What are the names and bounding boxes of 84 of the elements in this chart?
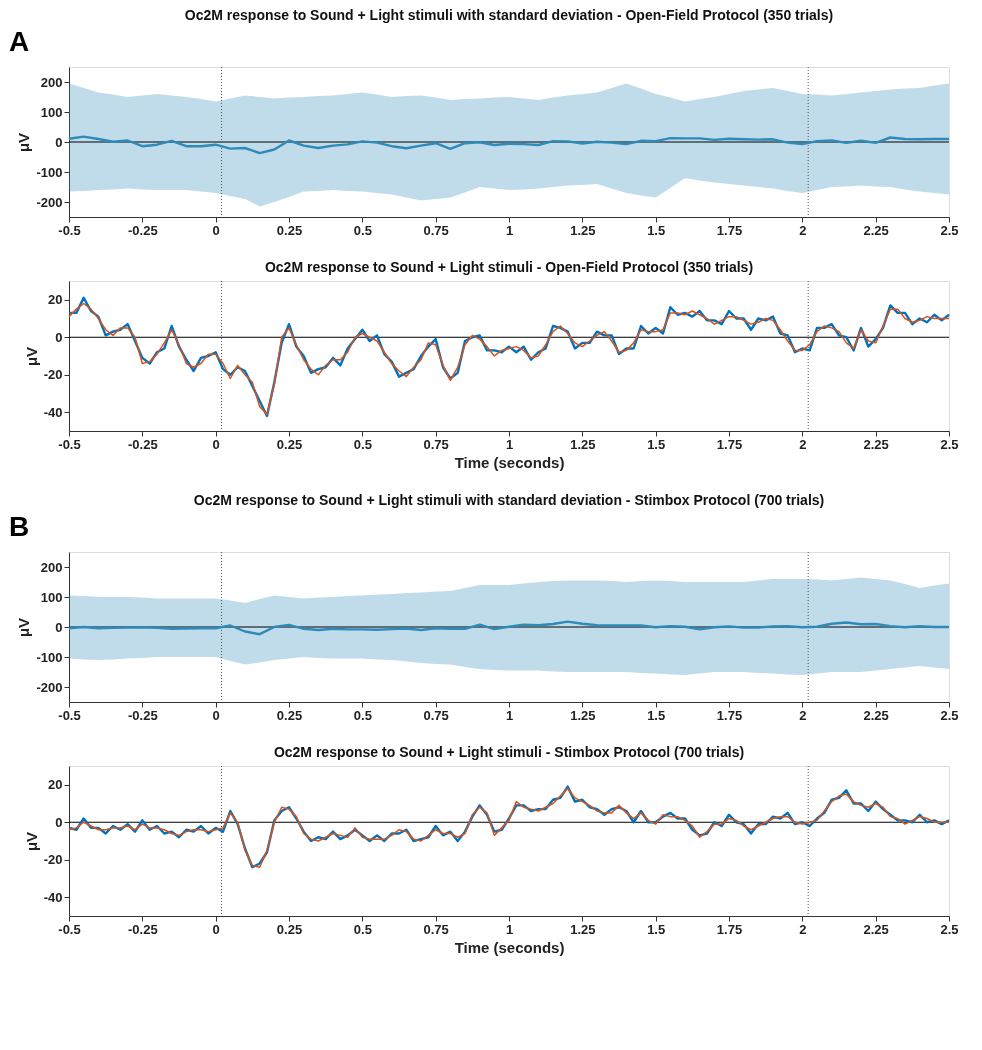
x-tick-label: 0.25 <box>276 707 303 723</box>
x-tick-label: -0.25 <box>128 921 158 937</box>
x-tick-label: 1 <box>505 707 514 723</box>
x-tick-label: 1.5 <box>647 436 666 452</box>
x-tick-label: 1.75 <box>716 921 743 937</box>
x-tick-label: 1 <box>505 436 514 452</box>
x-tick-label: 0 <box>212 436 220 452</box>
y-tick-label: 0 <box>55 619 63 635</box>
x-tick-label: 2.25 <box>863 436 889 452</box>
line-series <box>67 135 951 155</box>
x-tick-label: 1.75 <box>716 436 743 452</box>
y-tick-label: 0 <box>55 134 63 150</box>
y-axis-title: μV <box>22 346 40 367</box>
x-tick-label: 0.75 <box>423 436 449 452</box>
x-tick-label: -0.5 <box>58 707 81 723</box>
y-tick-label: -100 <box>36 164 63 180</box>
x-axis-title: Time (seconds) <box>454 938 565 956</box>
y-tick-label: 200 <box>40 74 63 90</box>
chart-title: Oc2M response to Sound + Light stimuli with standard deviation - Open-Field Protocol (350 trials) <box>184 7 834 23</box>
y-tick-label: -100 <box>36 649 63 665</box>
x-tick-label: -0.25 <box>128 436 158 452</box>
y-axis-title: μV <box>22 831 40 852</box>
x-tick-label: 1.75 <box>716 222 743 238</box>
x-tick-label: -0.5 <box>58 436 81 452</box>
x-tick-label: 1.5 <box>647 921 666 937</box>
x-tick-label: 2.5 <box>940 436 959 452</box>
y-tick-label: -200 <box>36 679 63 695</box>
x-tick-label: 2.5 <box>940 707 959 723</box>
x-tick-label: 0.75 <box>423 707 449 723</box>
x-tick-label: 2.5 <box>940 222 959 238</box>
y-tick-label: -20 <box>43 852 63 868</box>
x-tick-label: 0.25 <box>276 222 303 238</box>
y-tick-label: 0 <box>55 329 63 345</box>
x-tick-label: 0.5 <box>353 707 372 723</box>
x-tick-label: 2.25 <box>863 222 889 238</box>
y-tick-label: 200 <box>40 559 63 575</box>
x-tick-label: 0 <box>212 707 220 723</box>
text: A <box>9 26 30 57</box>
x-tick-label: -0.25 <box>128 222 158 238</box>
x-tick-label: 0 <box>212 222 220 238</box>
x-tick-label: 2 <box>799 436 807 452</box>
x-tick-label: -0.25 <box>128 707 158 723</box>
x-tick-label: 0.25 <box>276 921 303 937</box>
x-tick-label: 2.5 <box>940 921 959 937</box>
x-tick-label: 2 <box>799 921 807 937</box>
x-tick-label: 0.75 <box>423 222 449 238</box>
chart-title: Oc2M response to Sound + Light stimuli - Open-Field Protocol (350 trials) <box>264 258 754 275</box>
x-tick-label: -0.5 <box>58 222 81 238</box>
y-tick-label: -40 <box>43 404 63 420</box>
y-tick-label: -200 <box>36 194 63 210</box>
text: B <box>9 511 30 542</box>
y-tick-label: -40 <box>43 889 63 905</box>
y-tick-label: -20 <box>43 367 63 383</box>
x-tick-label: 0 <box>212 921 220 937</box>
x-tick-label: 1.5 <box>647 222 666 238</box>
x-tick-label: 2.25 <box>863 707 889 723</box>
x-tick-label: 0.5 <box>353 222 372 238</box>
y-tick-label: 100 <box>40 589 63 605</box>
x-tick-label: 1 <box>505 921 514 937</box>
x-tick-label: -0.5 <box>58 921 81 937</box>
x-tick-label: 2 <box>799 222 807 238</box>
x-tick-label: 2 <box>799 707 807 723</box>
x-tick-label: 1.25 <box>570 436 596 452</box>
chart-title: Oc2M response to Sound + Light stimuli with standard deviation - Stimbox Protocol (700 trials) <box>193 492 825 508</box>
x-tick-label: 1.75 <box>716 707 743 723</box>
x-axis-title: Time (seconds) <box>454 453 565 471</box>
y-tick-label: 0 <box>55 814 63 830</box>
y-tick-label: 20 <box>48 777 63 793</box>
y-axis-title: μV <box>15 132 33 153</box>
x-tick-label: 0.5 <box>353 921 372 937</box>
y-tick-label: 20 <box>48 292 63 308</box>
x-tick-label: 2.25 <box>863 921 889 937</box>
x-tick-label: 0.75 <box>423 921 449 937</box>
line-series <box>67 620 951 636</box>
x-tick-label: 1.25 <box>570 921 596 937</box>
x-tick-label: 1.25 <box>570 222 596 238</box>
chart-title: Oc2M response to Sound + Light stimuli - Stimbox Protocol (700 trials) <box>273 743 745 760</box>
y-axis-title: μV <box>15 617 33 638</box>
x-tick-label: 0.25 <box>276 436 303 452</box>
y-tick-label: 100 <box>40 104 63 120</box>
x-tick-label: 1.5 <box>647 707 666 723</box>
x-tick-label: 1 <box>505 222 514 238</box>
x-tick-label: 1.25 <box>570 707 596 723</box>
x-tick-label: 0.5 <box>353 436 372 452</box>
